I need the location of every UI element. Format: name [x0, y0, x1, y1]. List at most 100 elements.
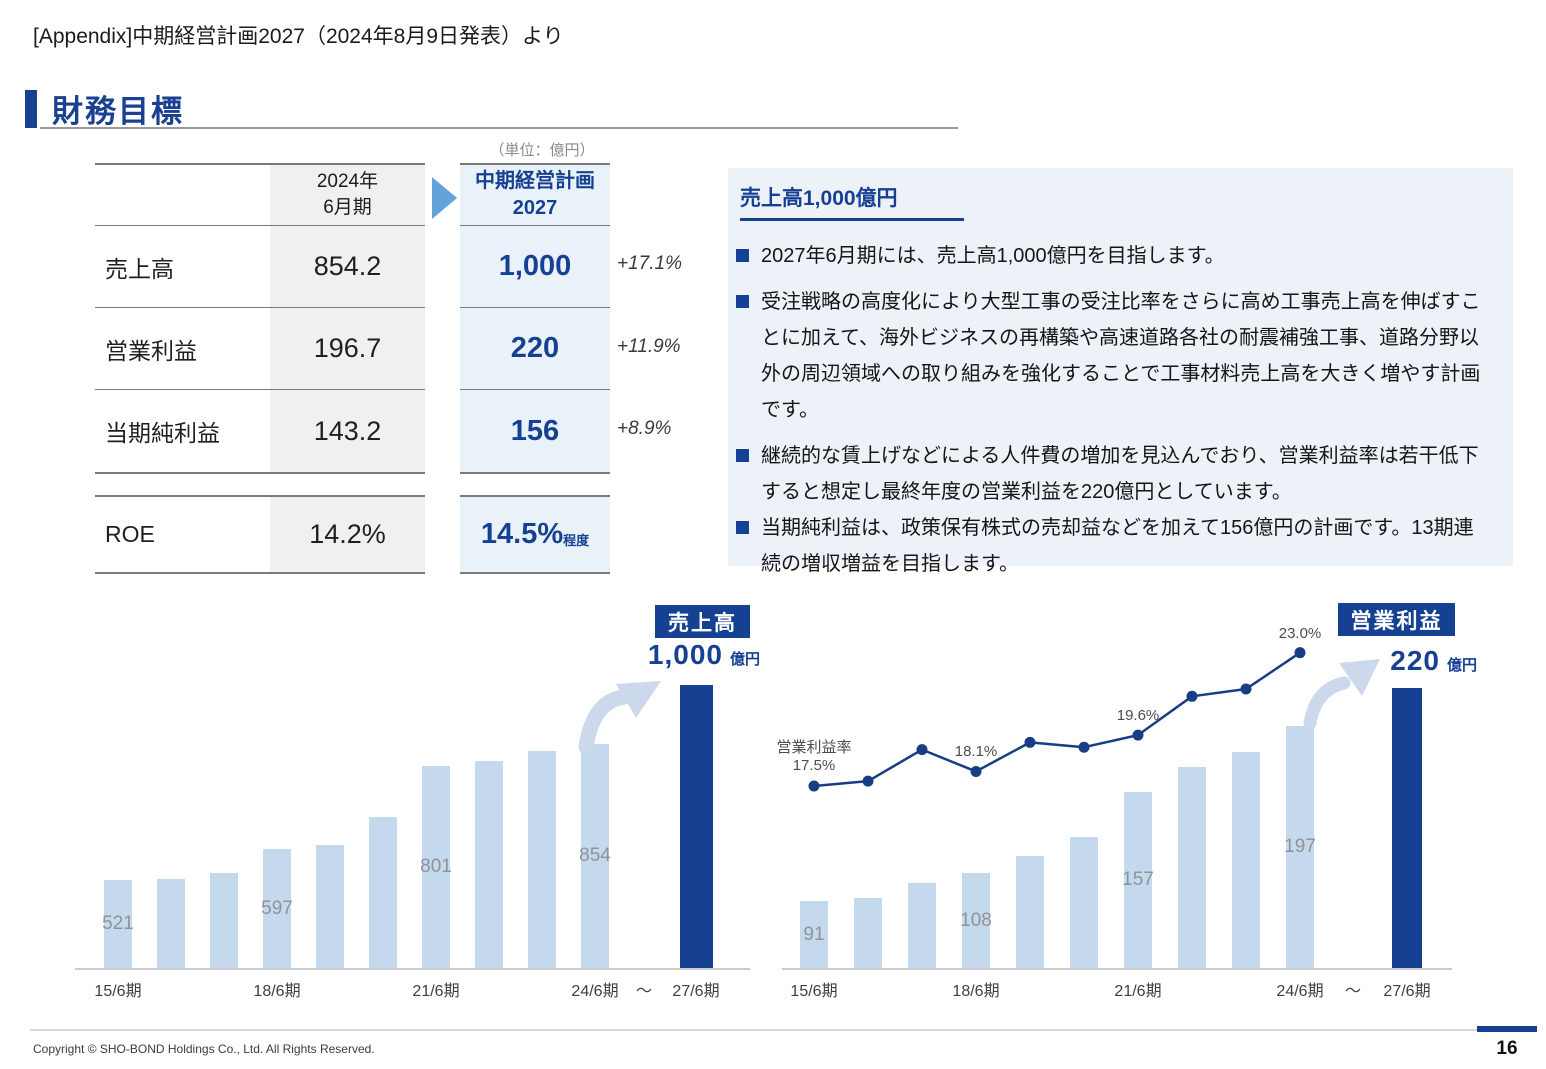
- line-point: [916, 744, 928, 756]
- bar-16/6期: [157, 879, 185, 968]
- row-current-sales: 854.2: [270, 226, 425, 307]
- bar-value-label: 854: [579, 845, 611, 866]
- row-label-roe: ROE: [95, 497, 270, 572]
- x-tick-label: 27/6期: [1383, 983, 1431, 1000]
- bar-17/6期: [908, 883, 936, 968]
- source-note: [Appendix]中期経営計画2027（2024年8月9日発表）より: [33, 25, 564, 48]
- current-header-line2: 6月期: [323, 197, 372, 218]
- line-point: [1294, 647, 1306, 659]
- x-tick-label: ～: [635, 983, 653, 1000]
- right-arrow-icon: [432, 177, 457, 219]
- chart-title-badge: 売上高: [655, 605, 750, 638]
- x-axis-line: [75, 968, 750, 970]
- plan-value-net-income: 156: [460, 390, 610, 472]
- bar-17/6期: [210, 873, 238, 968]
- page-title: 財務目標: [52, 94, 184, 129]
- highlights-list: 2027年6月期には、売上高1,000億円を目指します。 受注戦略の高度化により…: [736, 238, 1491, 582]
- bar-value-label: 91: [803, 923, 825, 945]
- line-point: [1078, 741, 1090, 753]
- operating-margin-line: [808, 647, 1306, 792]
- current-header-line1: 2024年: [316, 171, 379, 192]
- row-current-operating-profit: 196.7: [270, 308, 425, 389]
- bar-value-label: 521: [102, 913, 134, 934]
- roe-suffix: 程度: [563, 533, 590, 548]
- table-header-row: 2024年 6月期: [95, 165, 425, 226]
- plan-header-line2: 2027: [512, 197, 558, 219]
- list-item: 2027年6月期には、売上高1,000億円を目指します。: [736, 238, 1491, 274]
- revenue-chart: 売上高 1,000 億円 521 597 801 854 15/6期 18/6期 21/6期…: [75, 595, 760, 1020]
- chart-title-badge: 営業利益: [1338, 603, 1455, 636]
- operating-profit-chart: 営業利益 220 億円 91 108 157 197 15/6期 18/6期 21/6期 24…: [776, 595, 1477, 1020]
- footer-divider: [30, 1029, 1477, 1031]
- unit-note: （単位：億円）: [489, 142, 595, 159]
- plan-header-cell: 中期経営計画 2027: [460, 165, 610, 226]
- bar-21/6期: [1124, 792, 1152, 968]
- list-item: 受注戦略の高度化により大型工事の受注比率をさらに高め工事売上高を伸ばすことに加え…: [736, 284, 1491, 428]
- copyright-text: Copyright © SHO-BOND Holdings Co., Ltd. …: [33, 1042, 375, 1056]
- margin-point-label: 18.1%: [954, 743, 998, 761]
- row-current-roe: 14.2%: [270, 497, 425, 572]
- plan-value-operating-profit: 220: [460, 308, 610, 390]
- margin-series-label: 営業利益率 17.5%: [776, 739, 852, 774]
- bar-24/6期: [581, 744, 609, 968]
- highlights-title-underline: [740, 218, 964, 221]
- bar-value-label: 597: [261, 897, 293, 919]
- line-point: [970, 765, 982, 777]
- growth-arrow-icon: [1303, 659, 1380, 730]
- mid-term-plan-column: 中期経営計画 2027 1,000 220 156 14.5% 程度: [460, 163, 610, 574]
- chart-target-value: 1,000 億円: [647, 639, 760, 670]
- bar-19/6期: [1016, 856, 1044, 968]
- bar-24/6期: [1286, 726, 1314, 968]
- x-tick-label: 18/6期: [253, 983, 301, 1000]
- bar-19/6期: [316, 845, 344, 968]
- bar-22/6期: [475, 761, 503, 968]
- list-item: 当期純利益は、政策保有株式の売却益などを加えて156億円の計画です。13期連続の…: [736, 510, 1491, 582]
- change-sales: +17.1%: [617, 253, 682, 274]
- bar-18/6期: [263, 849, 291, 968]
- bullet-square-icon: [736, 449, 749, 462]
- plan-value-sales: 1,000: [460, 226, 610, 308]
- line-point: [808, 780, 820, 792]
- chart-target-value: 220 億円: [1390, 645, 1477, 676]
- bar-15/6期: [104, 880, 132, 968]
- bullet-square-icon: [736, 521, 749, 534]
- bar-value-label: 108: [960, 909, 992, 931]
- bar-21/6期: [422, 766, 450, 968]
- x-tick-label: 24/6期: [571, 983, 619, 1000]
- row-current-net-income: 143.2: [270, 390, 425, 472]
- table-row-sales: 売上高 854.2: [95, 226, 425, 308]
- margin-point-label: 19.6%: [1116, 707, 1160, 725]
- table-header-empty: [95, 165, 270, 225]
- list-item: 継続的な賃上げなどによる人件費の増加を見込んでおり、営業利益率は若干低下すると想…: [736, 438, 1491, 510]
- growth-arrow-icon: [578, 681, 661, 755]
- row-label-net-income: 当期純利益: [95, 390, 270, 472]
- line-point: [1186, 690, 1198, 702]
- bar-20/6期: [369, 817, 397, 968]
- page-number: 16: [1496, 1038, 1518, 1059]
- change-net-income: +8.9%: [617, 418, 672, 439]
- bar-value-label: 801: [420, 856, 452, 877]
- bar-20/6期: [1070, 837, 1098, 968]
- line-point: [1240, 683, 1252, 695]
- financial-table: 2024年 6月期 売上高 854.2 営業利益 196.7 当期純利益 143…: [95, 163, 425, 574]
- plan-value-roe: 14.5% 程度: [460, 497, 610, 572]
- line-point: [862, 775, 874, 787]
- x-tick-label: 21/6期: [412, 983, 460, 1000]
- table-row-roe: ROE 14.2%: [95, 497, 425, 572]
- row-label-sales: 売上高: [95, 226, 270, 307]
- x-tick-label: 18/6期: [952, 983, 1000, 1000]
- table-header-current: 2024年 6月期: [270, 165, 425, 225]
- bar-15/6期: [800, 901, 828, 968]
- bar-18/6期: [962, 873, 990, 968]
- table-row-net-income: 当期純利益 143.2: [95, 390, 425, 472]
- x-axis-line: [782, 968, 1452, 970]
- footer-accent-bar: [1477, 1026, 1537, 1032]
- line-point: [1132, 729, 1144, 741]
- bullet-square-icon: [736, 295, 749, 308]
- margin-point-label: 23.0%: [1278, 624, 1322, 642]
- bar-23/6期: [528, 751, 556, 968]
- section-title-accent-bar: [25, 90, 37, 128]
- bar-value-label: 157: [1122, 869, 1154, 890]
- section-title-underline: [40, 127, 958, 129]
